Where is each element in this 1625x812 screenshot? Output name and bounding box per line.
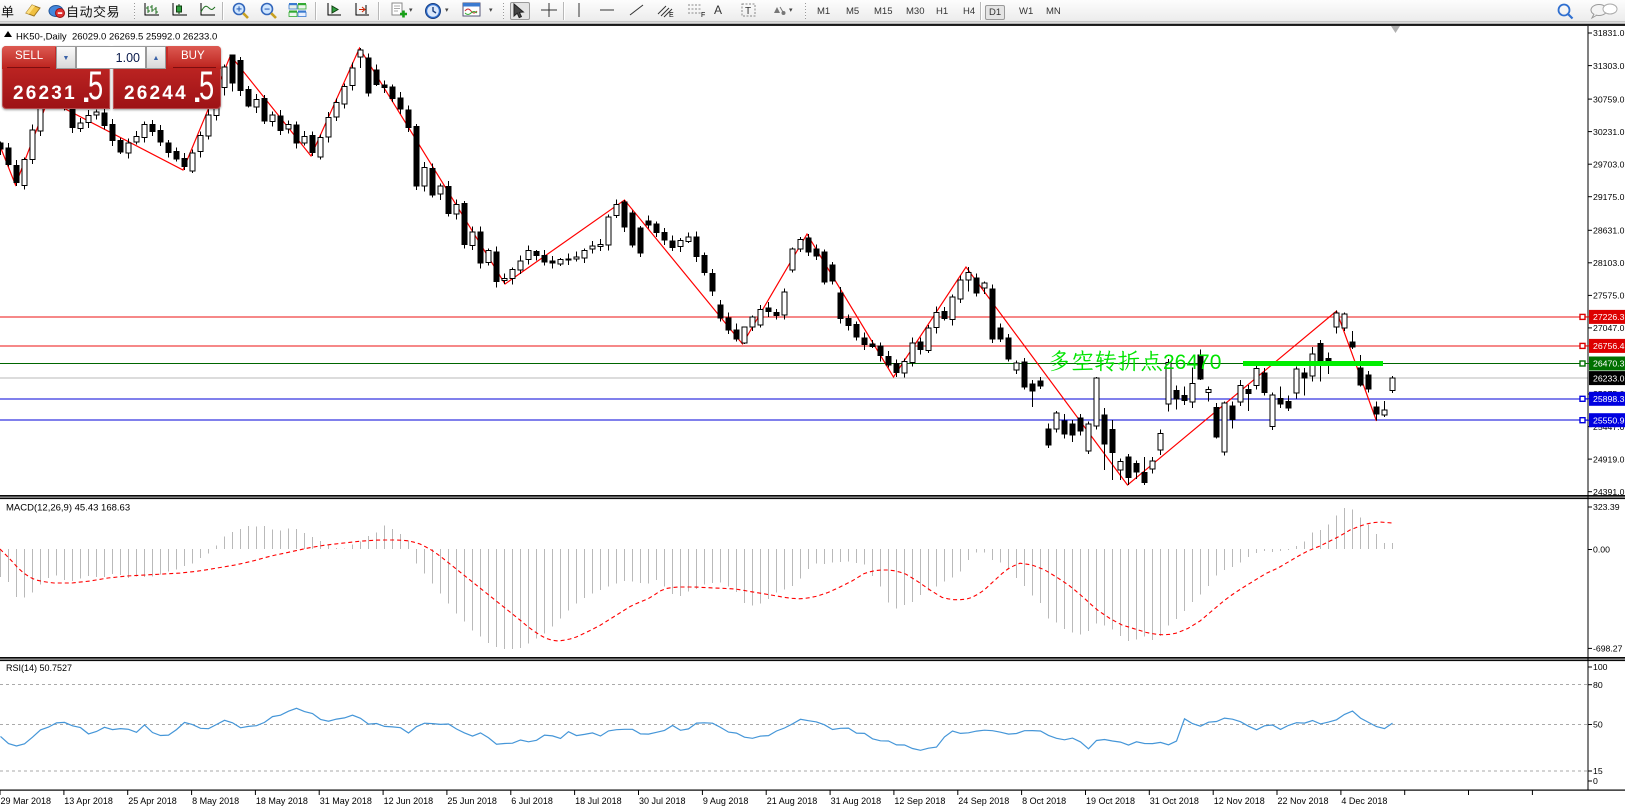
svg-text:27047.0: 27047.0	[1593, 323, 1625, 333]
svg-text:E: E	[669, 12, 674, 18]
svg-text:-698.27: -698.27	[1593, 644, 1623, 654]
svg-text:31303.0: 31303.0	[1593, 61, 1625, 71]
svg-text:26233.0: 26233.0	[1593, 373, 1625, 383]
svg-text:25 Jun 2018: 25 Jun 2018	[447, 796, 497, 806]
svg-text:19 Oct 2018: 19 Oct 2018	[1086, 796, 1135, 806]
svg-text:30231.0: 30231.0	[1593, 127, 1625, 137]
svg-text:9 Aug 2018: 9 Aug 2018	[703, 796, 749, 806]
svg-text:HK50-,Daily 26029.0 26269.5 2: HK50-,Daily 26029.0 26269.5 25992.0 2623…	[16, 32, 217, 43]
svg-text:15: 15	[1593, 766, 1603, 776]
svg-text:25550.9: 25550.9	[1593, 415, 1625, 425]
svg-text:8 Oct 2018: 8 Oct 2018	[1022, 796, 1066, 806]
svg-text:27226.3: 27226.3	[1593, 312, 1625, 322]
svg-text:T: T	[745, 6, 751, 17]
svg-text:31 Aug 2018: 31 Aug 2018	[831, 796, 882, 806]
svg-text:12 Jun 2018: 12 Jun 2018	[384, 796, 434, 806]
svg-text:0.00: 0.00	[1593, 545, 1610, 555]
svg-text:50: 50	[1593, 720, 1603, 730]
svg-text:F: F	[701, 12, 705, 18]
svg-text:28103.0: 28103.0	[1593, 258, 1625, 268]
svg-text:8 May 2018: 8 May 2018	[192, 796, 239, 806]
svg-text:18 May 2018: 18 May 2018	[256, 796, 308, 806]
svg-text:31831.0: 31831.0	[1593, 28, 1625, 38]
svg-text:12 Nov 2018: 12 Nov 2018	[1214, 796, 1265, 806]
svg-text:29175.0: 29175.0	[1593, 192, 1625, 202]
svg-text:30759.0: 30759.0	[1593, 94, 1625, 104]
svg-text:22 Nov 2018: 22 Nov 2018	[1278, 796, 1329, 806]
svg-text:12 Sep 2018: 12 Sep 2018	[894, 796, 945, 806]
svg-text:−: −	[264, 5, 270, 16]
svg-text:100: 100	[1593, 662, 1608, 672]
svg-text:MACD(12,26,9) 45.43 168.63: MACD(12,26,9) 45.43 168.63	[6, 503, 130, 514]
svg-text:26470: 26470	[1163, 351, 1221, 374]
svg-text:31 May 2018: 31 May 2018	[320, 796, 372, 806]
svg-text:29703.0: 29703.0	[1593, 159, 1625, 169]
svg-text:25 Apr 2018: 25 Apr 2018	[128, 796, 177, 806]
svg-text:24919.0: 24919.0	[1593, 454, 1625, 464]
svg-text:RSI(14) 50.7527: RSI(14) 50.7527	[6, 663, 72, 673]
svg-text:31 Oct 2018: 31 Oct 2018	[1150, 796, 1199, 806]
svg-text:26756.4: 26756.4	[1593, 341, 1625, 351]
svg-text:13 Apr 2018: 13 Apr 2018	[64, 796, 113, 806]
svg-text:30 Jul 2018: 30 Jul 2018	[639, 796, 686, 806]
svg-text:21 Aug 2018: 21 Aug 2018	[767, 796, 818, 806]
svg-text:26470.3: 26470.3	[1593, 359, 1625, 369]
svg-text:24 Sep 2018: 24 Sep 2018	[958, 796, 1009, 806]
svg-text:80: 80	[1593, 680, 1603, 690]
svg-text:25898.3: 25898.3	[1593, 394, 1625, 404]
svg-text:18 Jul 2018: 18 Jul 2018	[575, 796, 622, 806]
svg-text:27575.0: 27575.0	[1593, 291, 1625, 301]
svg-text:4 Dec 2018: 4 Dec 2018	[1341, 796, 1387, 806]
svg-text:28631.0: 28631.0	[1593, 226, 1625, 236]
svg-text:6 Jul 2018: 6 Jul 2018	[511, 796, 553, 806]
svg-text:29 Mar 2018: 29 Mar 2018	[1, 796, 52, 806]
svg-text:0: 0	[1593, 776, 1598, 786]
svg-text:323.39: 323.39	[1593, 502, 1620, 512]
svg-text:24391.0: 24391.0	[1593, 487, 1625, 497]
svg-text:+: +	[236, 5, 242, 16]
